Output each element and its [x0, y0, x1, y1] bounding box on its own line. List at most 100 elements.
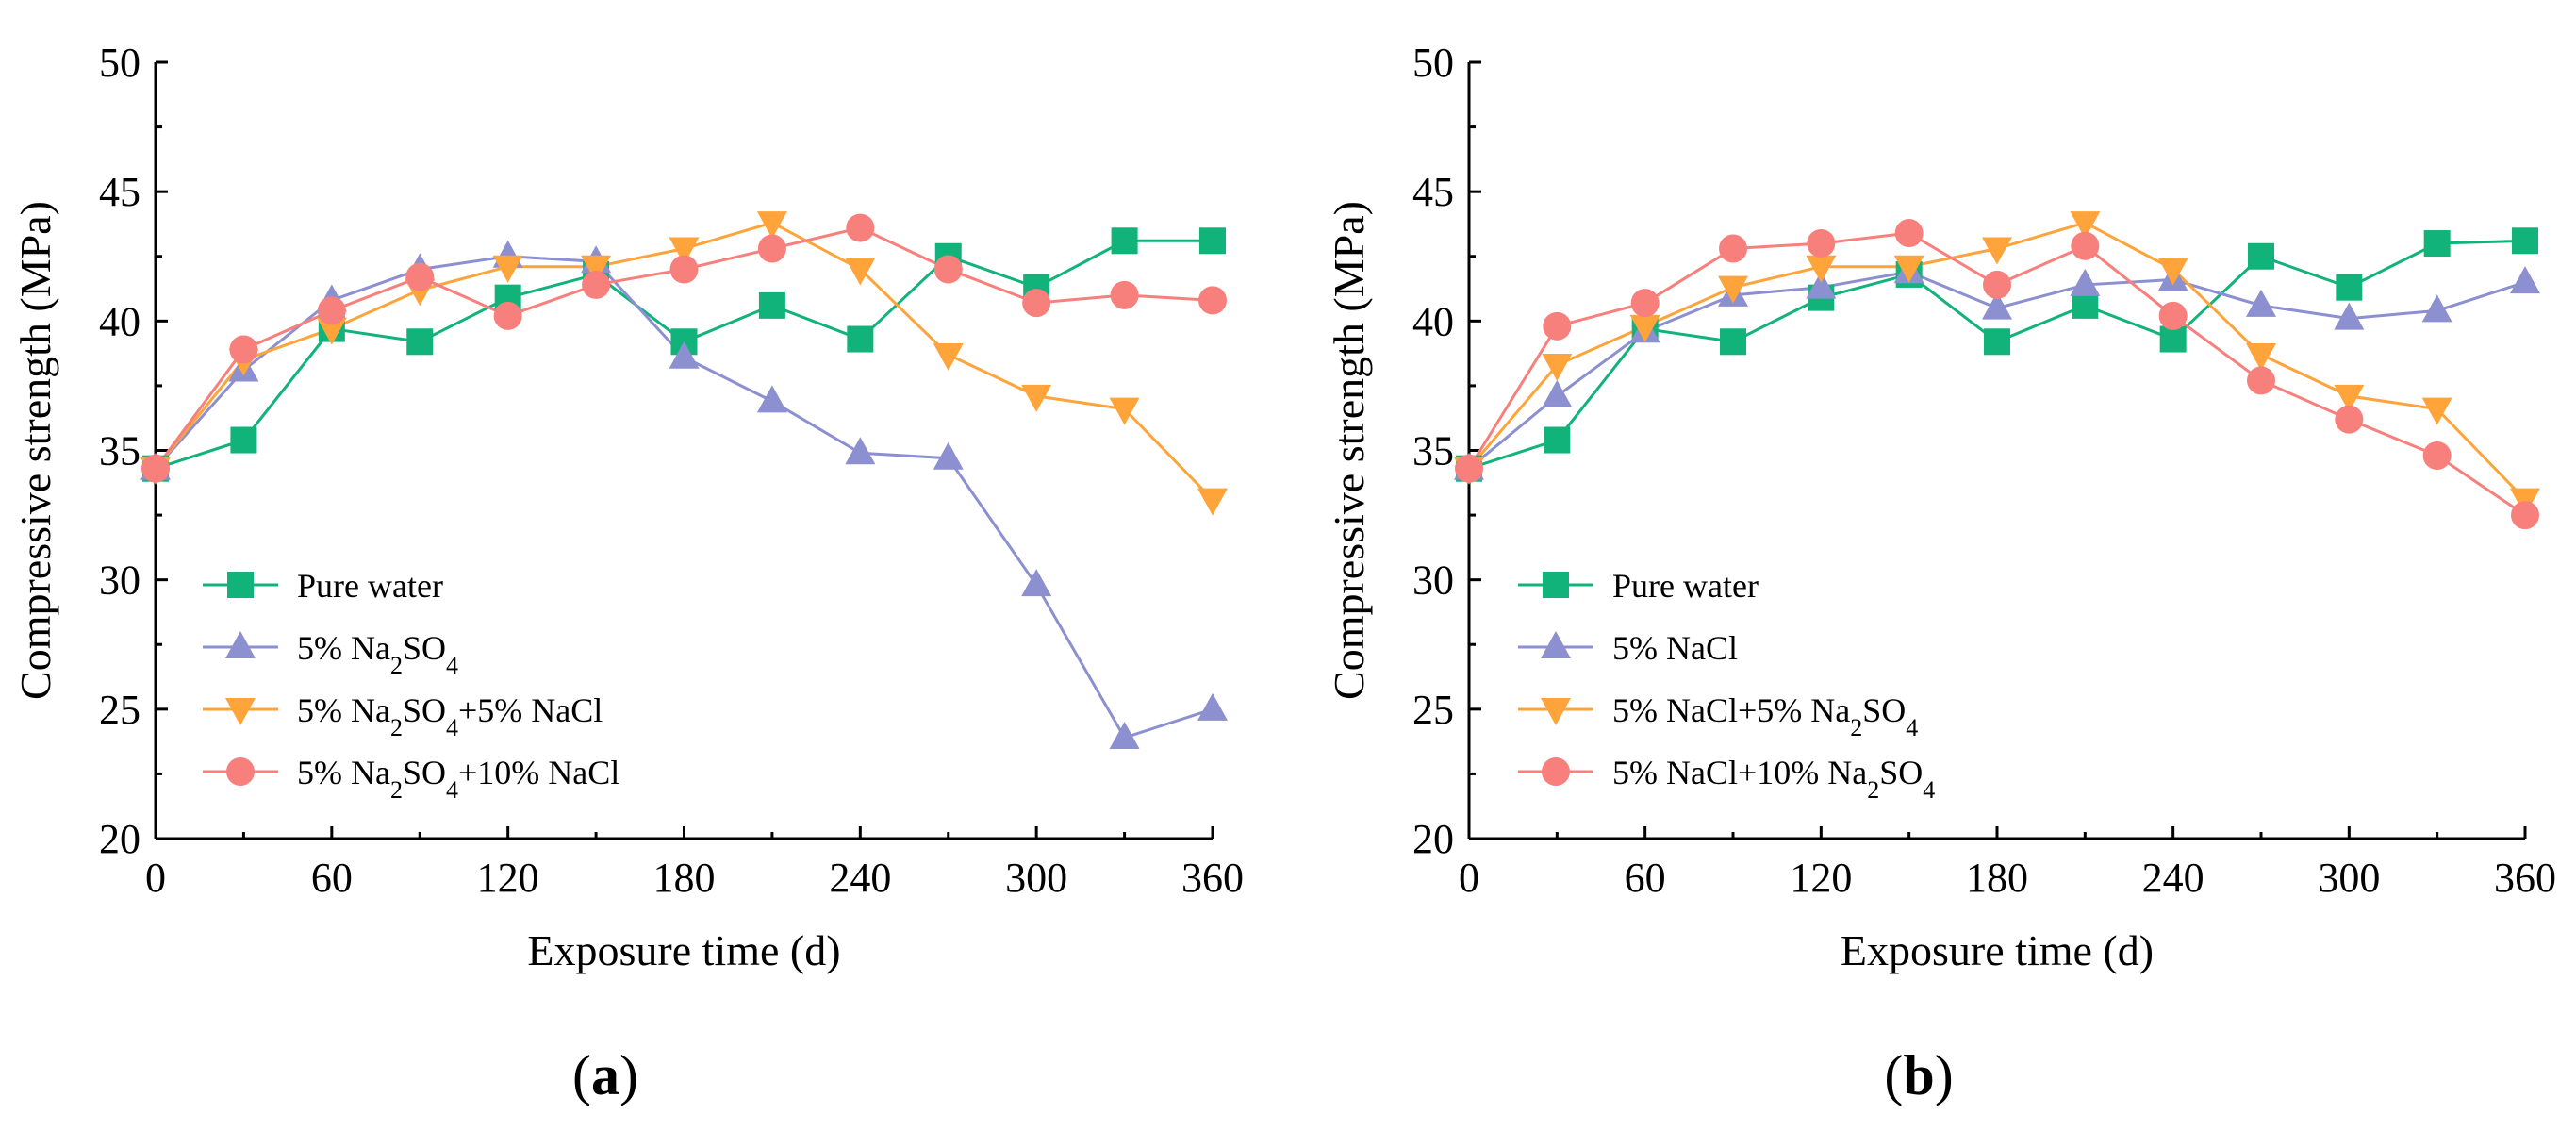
panel-b-x-tick-label: 300: [2318, 855, 2380, 901]
panel-b-y-tick-label: 20: [1412, 816, 1454, 862]
panel-a-series-2-point: [845, 258, 876, 286]
panel-a-series-3-point: [757, 234, 786, 263]
panel-a-x-tick-label: 60: [311, 855, 353, 901]
panel-b-series-2-point: [2334, 384, 2365, 412]
panel-b-series-1-point: [1806, 271, 1837, 299]
panel-b-series-0-point: [2512, 227, 2538, 255]
panel-b-series-1-point: [2334, 302, 2365, 330]
panel-b-x-tick-label: 180: [1966, 855, 2028, 901]
panel-b-series-0-point: [2072, 291, 2099, 319]
panel-b-y-tick-label: 35: [1412, 428, 1454, 474]
panel-a-legend: Pure water 5% Na2SO4 5% Na2SO4+5% NaCl 5% N…: [203, 567, 619, 804]
panel-b-x-tick-label: 60: [1625, 855, 1666, 901]
panel-b-series-2-point: [1542, 353, 1573, 381]
panel-b-x-axis-title: Exposure time (d): [1841, 926, 2154, 974]
panel-a-y-tick-label: 40: [99, 298, 140, 344]
panel-b-y-tick-label: 40: [1412, 298, 1454, 344]
panel-b-series-0-point: [1720, 328, 1746, 356]
panel-b-series-3-point: [1719, 234, 1747, 263]
panel-a-series-1-point: [1021, 569, 1052, 597]
panel-a-series-3-point: [1022, 289, 1051, 318]
panel-a-series-1-point: [933, 441, 964, 470]
panel-b-series-3-point: [2422, 441, 2452, 470]
panel-b-series-2-point: [1718, 275, 1748, 304]
panel-a-series-3-point: [933, 255, 963, 284]
panel-a-y-tick-label: 50: [99, 40, 140, 86]
panel-a-x-tick-label: 0: [145, 855, 166, 901]
panel-b-legend-label-2: 5% NaCl+5% Na2SO4: [1612, 691, 1918, 741]
panel-a-legend-label-2: 5% Na2SO4+5% NaCl: [297, 691, 603, 741]
panel-a-y-tick-label: 20: [99, 816, 140, 862]
panel-b-legend-marker-1: [1541, 631, 1571, 658]
panel-a-y-axis-title: Compressive strength (MPa): [11, 201, 59, 700]
panel-b-series-3-point: [2335, 405, 2364, 434]
panel-b-series-3-point: [1894, 219, 1924, 248]
panel-a-series-1-point: [669, 341, 700, 369]
panel-a-series-3-point: [229, 335, 258, 364]
panel-a-label: (a): [572, 1044, 638, 1106]
panel-b-y-tick-label: 50: [1412, 40, 1454, 86]
panel-a-series-0-point: [1111, 227, 1138, 255]
panel-a-series-1-point: [845, 437, 876, 465]
panel-b-series-1-point: [2070, 268, 2101, 296]
panel-a-y-tick-label: 45: [99, 169, 140, 215]
panel-a-legend-label-0: Pure water: [297, 567, 443, 605]
panel-a-series-2-point: [1197, 488, 1228, 516]
panel-b-series-3-point: [1630, 289, 1660, 318]
panel-a-series-1-point: [1109, 722, 1140, 750]
panel-a-x-tick-label: 120: [477, 855, 539, 901]
panel-b-x-tick-label: 120: [1790, 855, 1852, 901]
panel-a-legend-marker-3: [226, 757, 255, 786]
panel-b-label: (b): [1884, 1044, 1953, 1106]
panel-b-series-3-point: [1807, 229, 1836, 258]
panel-a-series-1-point: [756, 385, 787, 413]
panel-a-series-2-point: [492, 255, 523, 283]
panel-b-series-0-point: [2159, 325, 2187, 353]
panel-a-series-0-point: [230, 426, 257, 454]
panel-a-series-0-point: [847, 325, 874, 353]
panel-a-series-2-point: [581, 255, 612, 283]
panel-a-legend-label-1: 5% Na2SO4: [297, 629, 458, 679]
panel-b-series-0-point: [2248, 242, 2274, 270]
panel-a-y-tick-label: 35: [99, 428, 140, 474]
panel-b-y-tick-label: 30: [1412, 557, 1454, 604]
panel-a-series-2-point: [933, 342, 964, 371]
panel-a-x-tick-label: 360: [1181, 855, 1244, 901]
panel-b-series-3-point: [2247, 366, 2275, 395]
panel-b-legend-label-0: Pure water: [1612, 567, 1759, 605]
panel-b-legend-label-1: 5% NaCl: [1612, 629, 1738, 667]
panel-a-series-2-point: [669, 237, 700, 265]
panel-a-series-0-point: [758, 291, 785, 319]
panel-a-series-2-point: [1021, 384, 1052, 412]
panel-b-x-tick-label: 0: [1459, 855, 1479, 901]
panel-b-series-3-point: [1543, 311, 1572, 341]
panel-a-legend-label-3: 5% Na2SO4+10% NaCl: [297, 754, 619, 804]
panel-b-legend: Pure water 5% NaCl 5% NaCl+5% Na2SO4 5% NaC…: [1518, 567, 1935, 804]
panel-b-series-0-point: [2336, 274, 2363, 301]
panel-b-y-axis-title: Compressive strength (MPa): [1325, 201, 1373, 700]
panel-b-legend-marker-2: [1541, 698, 1571, 725]
panel-a-series-3-point: [317, 296, 346, 325]
panel-b-legend-marker-3: [1542, 757, 1570, 786]
panel-a-series-0-point: [1199, 227, 1226, 255]
panel-a-x-tick-label: 180: [653, 855, 716, 901]
panel-b-series-2-point: [2070, 211, 2101, 240]
panel-b-series-1-point: [1982, 291, 2012, 320]
panel-a-series-2-point: [1109, 397, 1140, 425]
panel-a-series-3-point: [1110, 280, 1139, 309]
panel-b-series-2-point: [2157, 258, 2188, 286]
panel-a-legend-marker-1: [225, 631, 256, 658]
panel-b-series-2-point: [1629, 314, 1660, 342]
panel-a-x-tick-label: 300: [1005, 855, 1067, 901]
chart-panel-a: 20 25 30 35 40 45 50 0 60 120 180 240 300 360 Exposure…: [11, 40, 1244, 1106]
panel-b-series-0-point: [1984, 328, 2010, 356]
panel-a-series-3-point: [141, 454, 170, 483]
panel-b-series-2-point: [2246, 342, 2276, 371]
panel-b-series-0-point: [2423, 230, 2451, 258]
panel-b-legend-marker-0: [1543, 572, 1569, 598]
panel-a-series-2-point: [756, 211, 787, 240]
chart-panel-b: 20 25 30 35 40 45 50 0 60 120 180 240 300 360 Exposure…: [1325, 40, 2556, 1106]
panel-b-series-1-point: [2246, 289, 2276, 317]
panel-a-y-tick-label: 30: [99, 557, 140, 604]
